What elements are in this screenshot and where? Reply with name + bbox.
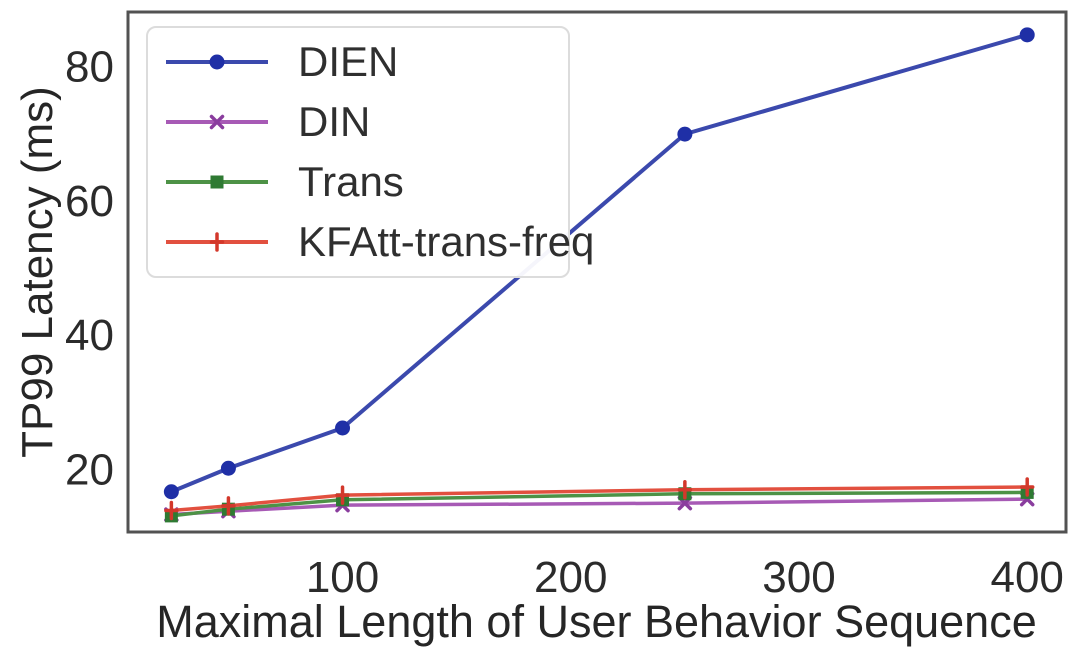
dien-line-sample-icon — [166, 54, 268, 70]
legend-item-trans: Trans — [148, 154, 568, 210]
svg-text:40: 40 — [65, 311, 114, 360]
svg-text:400: 400 — [990, 553, 1063, 602]
din-line-sample-icon — [166, 114, 268, 130]
legend-label-kfatt-trans-freq: KFAtt-trans-freq — [298, 218, 595, 265]
data-series — [163, 27, 1035, 523]
legend-label-trans: Trans — [298, 158, 404, 205]
svg-text:300: 300 — [762, 553, 835, 602]
svg-text:100: 100 — [306, 553, 379, 602]
svg-text:80: 80 — [65, 43, 114, 92]
legend: DIEN DIN Trans KFAtt-trans-freq — [146, 26, 594, 278]
legend-label-dien: DIEN — [298, 38, 399, 85]
legend-item-din: DIN — [148, 94, 568, 150]
axis-tick-labels: 100 200 300 400 20 40 60 80 — [65, 43, 1064, 602]
x-axis-label: Maximal Length of User Behavior Sequence — [156, 596, 1037, 647]
kfatt-trans-freq-line-sample-icon — [166, 232, 268, 252]
svg-text:60: 60 — [65, 177, 114, 226]
svg-text:20: 20 — [65, 445, 114, 494]
legend-item-dien: DIEN — [148, 34, 568, 90]
trans-line-sample-icon — [166, 175, 268, 189]
legend-label-din: DIN — [298, 98, 371, 145]
plot-border — [126, 10, 1068, 534]
svg-text:200: 200 — [534, 553, 607, 602]
y-axis-label: TP99 Latency (ms) — [13, 86, 62, 458]
legend-item-kfatt-trans-freq: KFAtt-trans-freq — [148, 214, 594, 270]
